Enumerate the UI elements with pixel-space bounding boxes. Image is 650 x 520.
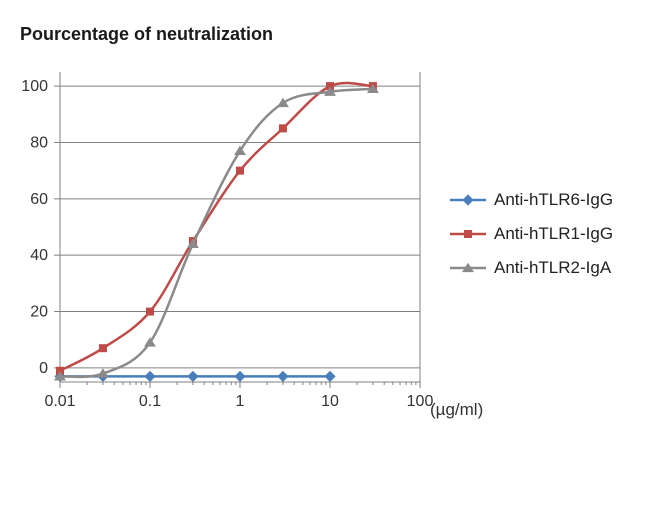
svg-text:0.01: 0.01 — [44, 393, 75, 410]
legend-swatch — [450, 226, 486, 242]
svg-text:80: 80 — [30, 134, 48, 151]
series-line — [60, 89, 373, 377]
svg-text:1: 1 — [236, 393, 245, 410]
svg-text:10: 10 — [321, 393, 339, 410]
chart-page: Pourcentage of neutralization 0.010.1110… — [0, 0, 650, 520]
svg-text:0: 0 — [39, 360, 48, 377]
plot-area: 0.010.1110100020406080100 — [60, 72, 420, 382]
legend-item: Anti-hTLR2-IgA — [450, 258, 613, 278]
legend-item: Anti-hTLR6-IgG — [450, 190, 613, 210]
legend-label: Anti-hTLR1-IgG — [494, 224, 613, 244]
legend-label: Anti-hTLR2-IgA — [494, 258, 611, 278]
chart-svg: 0.010.1110100020406080100 — [60, 72, 420, 382]
legend-item: Anti-hTLR1-IgG — [450, 224, 613, 244]
legend-swatch — [450, 260, 486, 276]
series-line — [60, 83, 373, 371]
svg-text:60: 60 — [30, 191, 48, 208]
svg-text:40: 40 — [30, 247, 48, 264]
svg-text:100: 100 — [21, 78, 48, 95]
legend-label: Anti-hTLR6-IgG — [494, 190, 613, 210]
svg-text:0.1: 0.1 — [139, 393, 161, 410]
legend-swatch — [450, 192, 486, 208]
svg-text:20: 20 — [30, 304, 48, 321]
chart-title: Pourcentage of neutralization — [20, 24, 273, 45]
legend: Anti-hTLR6-IgG Anti-hTLR1-IgG Anti-hTLR2-I… — [450, 190, 613, 292]
x-axis-unit-label: (µg/ml) — [430, 400, 483, 420]
